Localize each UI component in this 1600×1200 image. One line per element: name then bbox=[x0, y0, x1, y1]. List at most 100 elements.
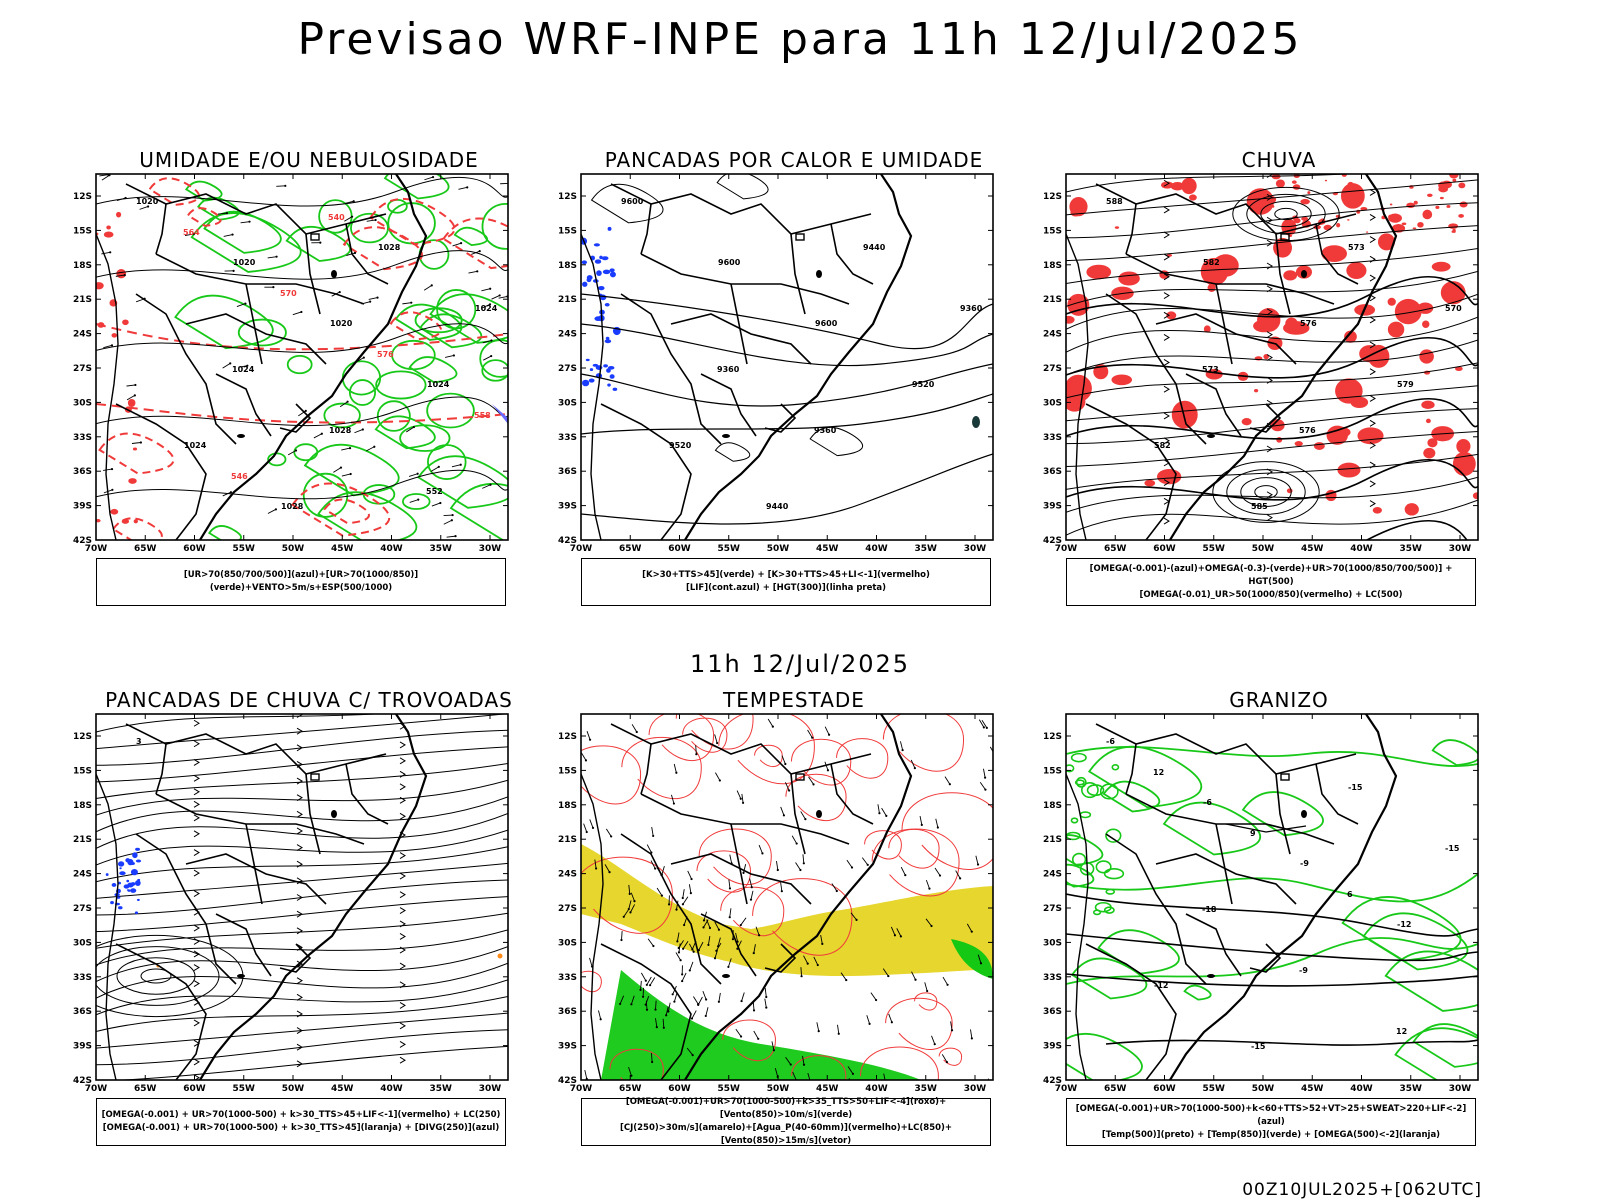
lat-label: 39S bbox=[1043, 1042, 1062, 1052]
panel-pancadas-calor: PANCADAS POR CALOR E UMIDADE 9600 9600 9600… bbox=[545, 148, 1005, 638]
lon-label: 55W bbox=[1203, 1084, 1226, 1094]
lat-label: 12S bbox=[73, 732, 92, 742]
contour-label: 540 bbox=[328, 213, 345, 222]
lon-label: 45W bbox=[816, 1084, 839, 1094]
lon-label: 30W bbox=[1449, 544, 1472, 554]
contour-label: -15 bbox=[1348, 783, 1363, 792]
lat-label: 21S bbox=[1043, 295, 1062, 305]
contour-label: -6 bbox=[1106, 737, 1115, 746]
contour-label: 570 bbox=[1445, 304, 1462, 313]
contour-label: 1020 bbox=[233, 258, 256, 267]
contour-label: 9360 bbox=[717, 365, 740, 374]
lat-label: 42S bbox=[73, 536, 92, 546]
lat-label: 30S bbox=[1043, 398, 1062, 408]
lat-label: 21S bbox=[73, 295, 92, 305]
lat-label: 18S bbox=[558, 801, 577, 811]
lat-label: 24S bbox=[558, 330, 577, 340]
lon-label: 30W bbox=[964, 544, 987, 554]
lat-label: 24S bbox=[1043, 870, 1062, 880]
legend-line: [OMEGA(-0.001)+UR>70(1000-500)+k<60+TTS>… bbox=[1075, 1103, 1467, 1127]
lat-label: 24S bbox=[73, 870, 92, 880]
contour-label: 12 bbox=[1153, 768, 1164, 777]
panel-umidade: UMIDADE E/OU NEBULOSIDADE 1020 1020 1020 102… bbox=[60, 148, 520, 638]
contour-label: -12 bbox=[1397, 920, 1411, 929]
lat-label: 42S bbox=[558, 536, 577, 546]
lon-label: 55W bbox=[233, 1084, 256, 1094]
lat-label: 36S bbox=[558, 1007, 577, 1017]
panel-trovoadas: PANCADAS DE CHUVA C/ TROVOADAS 3 12S 15S 18S… bbox=[60, 688, 520, 1178]
panel-title: TEMPESTADE bbox=[723, 688, 865, 712]
lon-label: 35W bbox=[1400, 544, 1423, 554]
lat-label: 12S bbox=[1043, 192, 1062, 202]
panel-title: GRANIZO bbox=[1229, 688, 1329, 712]
lon-label: 35W bbox=[915, 1084, 938, 1094]
contour-label: 9600 bbox=[718, 258, 741, 267]
lon-label: 45W bbox=[1301, 544, 1324, 554]
lon-label: 70W bbox=[85, 544, 108, 554]
forecast-map: -6 -6 -9 -12 -12 -15 -15 -15 -18 -9 12 12 9 6 12S 15S 18… bbox=[1043, 713, 1479, 1094]
panel-chuva: CHUVA 588 582 576 579 582 585 573 570 573 576 12S 15… bbox=[1030, 148, 1490, 638]
lat-label: 33S bbox=[558, 973, 577, 983]
contour-label: -9 bbox=[1300, 859, 1309, 868]
legend-line: [K>30+TTS>45](verde) + [K>30+TTS>45+LI<-… bbox=[642, 570, 930, 580]
panel-granizo: GRANIZO -6 -6 -9 -12 -12 -15 -15 -15 -18 -9 12 12 9 6 1… bbox=[1030, 688, 1490, 1178]
contour-label: 546 bbox=[231, 472, 248, 481]
contour-label: 1024 bbox=[232, 365, 255, 374]
lat-label: 12S bbox=[73, 192, 92, 202]
lon-label: 70W bbox=[570, 1084, 593, 1094]
lat-label: 42S bbox=[558, 1076, 577, 1086]
contour-label: 9520 bbox=[912, 380, 935, 389]
lon-label: 40W bbox=[865, 1084, 888, 1094]
lon-label: 45W bbox=[816, 544, 839, 554]
lat-label: 27S bbox=[1043, 904, 1062, 914]
contour-label: 564 bbox=[183, 228, 200, 237]
lon-label: 55W bbox=[718, 1084, 741, 1094]
lat-label: 27S bbox=[558, 364, 577, 374]
lat-label: 30S bbox=[1043, 938, 1062, 948]
lat-label: 39S bbox=[73, 502, 92, 512]
forecast-map: 588 582 576 579 582 585 573 570 573 576 12S 15S 18S 2… bbox=[1043, 173, 1479, 554]
lon-label: 30W bbox=[1449, 1084, 1472, 1094]
lat-label: 24S bbox=[1043, 330, 1062, 340]
lat-label: 15S bbox=[558, 766, 577, 776]
contour-label: 9600 bbox=[815, 319, 838, 328]
lat-label: 15S bbox=[1043, 766, 1062, 776]
lon-label: 50W bbox=[1252, 544, 1275, 554]
contour-label: 3 bbox=[136, 737, 142, 746]
lat-label: 33S bbox=[558, 433, 577, 443]
lon-label: 30W bbox=[479, 1084, 502, 1094]
contour-label: 9520 bbox=[669, 441, 692, 450]
legend-line: [UR>70(850/700/500)](azul)+[UR>70(1000/8… bbox=[183, 570, 419, 593]
contour-label: -15 bbox=[1445, 844, 1460, 853]
lon-label: 60W bbox=[1153, 544, 1176, 554]
lon-label: 50W bbox=[282, 1084, 305, 1094]
contour-label: -6 bbox=[1203, 798, 1212, 807]
lon-label: 65W bbox=[1104, 544, 1127, 554]
lat-label: 30S bbox=[73, 938, 92, 948]
lat-label: 33S bbox=[1043, 973, 1062, 983]
contour-label: -12 bbox=[1154, 981, 1168, 990]
lat-label: 36S bbox=[1043, 1007, 1062, 1017]
lon-label: 35W bbox=[430, 1084, 453, 1094]
legend-line: [LIF](cont.azul) + [HGT(300)](linha pret… bbox=[685, 583, 887, 593]
contour-label: 573 bbox=[1202, 365, 1219, 374]
lon-label: 60W bbox=[183, 1084, 206, 1094]
legend-box: [OMEGA(-0.001)+UR>70(1000-500)+k<60+TTS>… bbox=[1066, 1098, 1476, 1146]
lon-label: 65W bbox=[619, 1084, 642, 1094]
contour-label: -15 bbox=[1251, 1042, 1266, 1051]
lon-label: 40W bbox=[1350, 544, 1373, 554]
legend-box: [OMEGA(-0.001) + UR>70(1000-500) + k>30_… bbox=[96, 1098, 506, 1146]
legend-line: [Temp(500)](preto) + [Temp(850)](verde) … bbox=[1101, 1129, 1441, 1140]
forecast-map: 1020 1020 1020 1024 1024 1028 1028 1024 1024 1028… bbox=[73, 173, 509, 554]
contour-label: -9 bbox=[1299, 966, 1308, 975]
lat-label: 36S bbox=[73, 1007, 92, 1017]
contour-label: 1024 bbox=[427, 380, 450, 389]
lat-label: 33S bbox=[73, 973, 92, 983]
contour-label: 6 bbox=[1347, 890, 1353, 899]
contour-label: 1024 bbox=[475, 304, 498, 313]
lat-label: 36S bbox=[73, 467, 92, 477]
lat-label: 30S bbox=[558, 398, 577, 408]
lat-label: 18S bbox=[1043, 261, 1062, 271]
lon-label: 60W bbox=[183, 544, 206, 554]
lat-label: 27S bbox=[558, 904, 577, 914]
